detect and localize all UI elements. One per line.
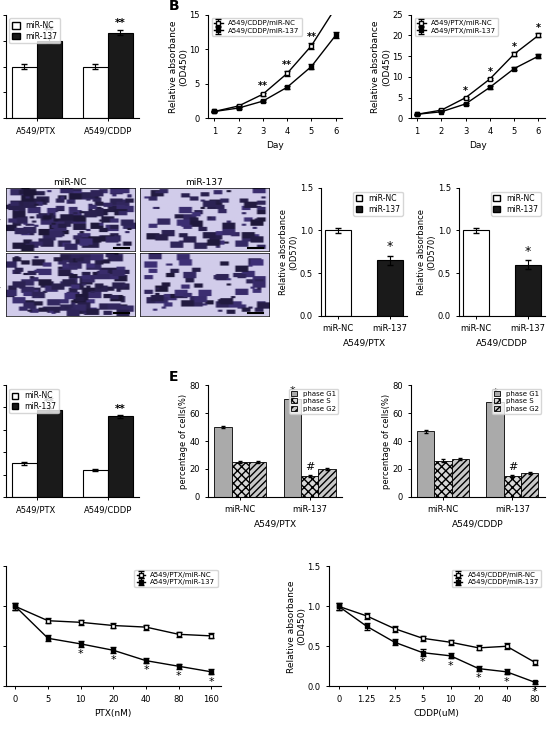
X-axis label: CDDP(uM): CDDP(uM) — [414, 709, 460, 718]
Text: *: * — [532, 687, 537, 697]
Legend: phase G1, phase S, phase G2: phase G1, phase S, phase G2 — [289, 388, 338, 414]
Text: **: ** — [306, 32, 316, 42]
Text: *: * — [504, 677, 509, 687]
Text: **: ** — [258, 81, 268, 91]
Bar — [463, 231, 489, 315]
Text: **: ** — [43, 398, 54, 407]
Bar — [214, 427, 232, 497]
Text: *: * — [176, 671, 182, 681]
Bar — [318, 469, 336, 497]
Bar — [434, 461, 452, 497]
Bar — [377, 261, 403, 315]
X-axis label: A549/PTX: A549/PTX — [343, 339, 386, 347]
Text: *: * — [289, 385, 295, 396]
Text: *: * — [448, 661, 454, 671]
Text: *: * — [487, 67, 492, 77]
Legend: miR-NC, miR-137: miR-NC, miR-137 — [9, 18, 60, 43]
Bar — [515, 264, 541, 315]
Text: *: * — [492, 388, 498, 399]
Text: **: ** — [115, 18, 126, 28]
Legend: A549/CDDP/miR-NC, A549/CDDP/miR-137: A549/CDDP/miR-NC, A549/CDDP/miR-137 — [212, 18, 302, 36]
Text: *: * — [512, 42, 516, 52]
Y-axis label: percentage of cells(%): percentage of cells(%) — [382, 393, 390, 488]
Bar — [12, 66, 36, 118]
Bar — [12, 464, 36, 497]
X-axis label: A549/CDDP: A549/CDDP — [452, 520, 504, 529]
Text: *: * — [463, 85, 468, 96]
Title: miR-137: miR-137 — [185, 178, 223, 187]
Y-axis label: Relative absorbance
(OD450): Relative absorbance (OD450) — [287, 580, 306, 672]
Y-axis label: Relative absorbance
(OD450): Relative absorbance (OD450) — [371, 20, 391, 112]
Bar — [232, 462, 249, 497]
Text: *: * — [525, 245, 531, 258]
Legend: miR-NC, miR-137: miR-NC, miR-137 — [353, 192, 403, 216]
Text: *: * — [111, 655, 116, 665]
Text: *: * — [476, 673, 481, 683]
X-axis label: Day: Day — [266, 142, 284, 150]
Bar — [417, 431, 434, 497]
Bar — [486, 402, 504, 497]
Bar — [284, 399, 301, 497]
X-axis label: PTX(nM): PTX(nM) — [95, 709, 132, 718]
Text: E: E — [168, 369, 178, 384]
Text: *: * — [143, 666, 149, 675]
Y-axis label: Relative absorbance
(OD570): Relative absorbance (OD570) — [279, 209, 299, 295]
Text: *: * — [387, 240, 393, 253]
X-axis label: Day: Day — [469, 142, 487, 150]
X-axis label: A549/CDDP: A549/CDDP — [476, 339, 527, 347]
Legend: A549/PTX/miR-NC, A549/PTX/miR-137: A549/PTX/miR-NC, A549/PTX/miR-137 — [134, 570, 218, 588]
Text: **: ** — [282, 60, 292, 70]
Bar — [504, 476, 521, 497]
Text: **: ** — [43, 26, 54, 36]
Text: **: ** — [331, 0, 340, 4]
Y-axis label: Relative absorbance
(OD450): Relative absorbance (OD450) — [169, 20, 188, 112]
Bar — [249, 462, 266, 497]
Bar — [36, 41, 62, 118]
Title: miR-NC: miR-NC — [53, 178, 87, 187]
Text: **: ** — [115, 404, 126, 414]
Text: *: * — [208, 677, 214, 687]
Y-axis label: percentage of cells(%): percentage of cells(%) — [179, 393, 188, 488]
X-axis label: A549/PTX: A549/PTX — [254, 520, 296, 529]
Bar — [108, 33, 133, 118]
Legend: A549/PTX/miR-NC, A549/PTX/miR-137: A549/PTX/miR-NC, A549/PTX/miR-137 — [415, 18, 498, 36]
Text: #: # — [305, 463, 315, 472]
Bar — [521, 473, 538, 497]
Text: #: # — [508, 463, 517, 472]
Bar — [301, 476, 318, 497]
Y-axis label: Relative absorbance
(OD570): Relative absorbance (OD570) — [417, 209, 436, 295]
Text: *: * — [78, 649, 84, 658]
Legend: A549/CDDP/miR-NC, A549/CDDP/miR-137: A549/CDDP/miR-NC, A549/CDDP/miR-137 — [452, 570, 541, 588]
Bar — [36, 410, 62, 497]
Legend: phase G1, phase S, phase G2: phase G1, phase S, phase G2 — [492, 388, 541, 414]
Y-axis label: A549/PTX: A549/PTX — [0, 201, 3, 238]
Text: *: * — [420, 658, 426, 667]
Bar — [325, 231, 351, 315]
Bar — [83, 470, 108, 497]
Bar — [83, 66, 108, 118]
Bar — [452, 459, 469, 497]
Text: *: * — [536, 23, 541, 34]
Y-axis label: A549/CDDP: A549/CDDP — [0, 262, 3, 307]
Bar — [108, 416, 133, 497]
Text: B: B — [168, 0, 179, 13]
Legend: miR-NC, miR-137: miR-NC, miR-137 — [491, 192, 541, 216]
Legend: miR-NC, miR-137: miR-NC, miR-137 — [9, 389, 59, 413]
